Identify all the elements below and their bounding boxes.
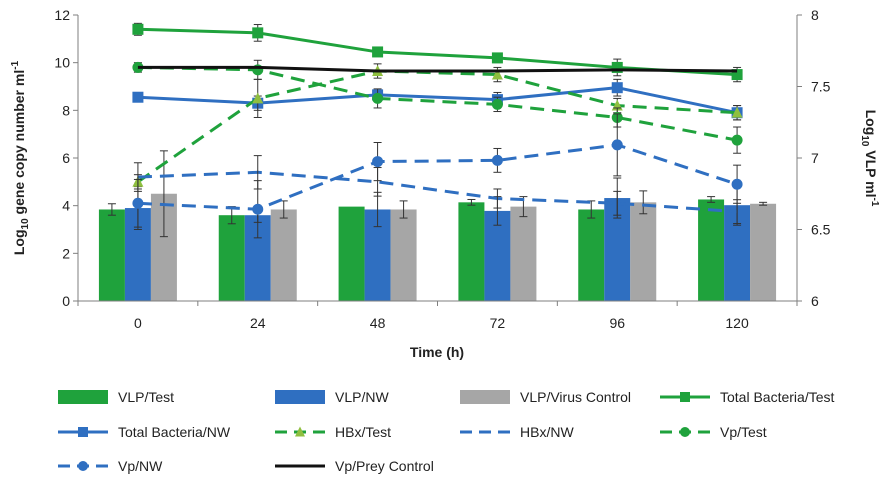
y-right-tick-label: 8 — [811, 7, 819, 23]
bar — [338, 206, 365, 301]
bar — [750, 203, 777, 301]
x-tick-label: 96 — [609, 315, 625, 331]
bar — [458, 202, 485, 301]
data-point — [132, 23, 144, 35]
data-point — [611, 61, 623, 73]
series-line — [137, 170, 738, 214]
legend-label: Total Bacteria/NW — [118, 424, 231, 440]
series-line — [137, 65, 738, 142]
x-tick-label: 120 — [725, 315, 749, 331]
bar — [390, 209, 417, 301]
legend-swatch-marker — [78, 461, 88, 471]
y-left-tick-label: 12 — [54, 7, 70, 23]
x-tick-label: 0 — [134, 315, 142, 331]
legend-swatch-bar — [58, 390, 108, 404]
y-right-tick-label: 7.5 — [811, 79, 831, 95]
y-left-tick-label: 10 — [54, 55, 70, 71]
legend-label: Total Bacteria/Test — [720, 389, 834, 405]
bar — [270, 209, 297, 301]
data-point — [491, 154, 503, 166]
data-point — [252, 92, 264, 104]
legend-label: HBx/Test — [335, 424, 391, 440]
series-line — [137, 69, 738, 184]
legend-swatch-marker — [78, 427, 88, 437]
data-point — [731, 134, 743, 146]
bar — [698, 199, 725, 301]
x-tick-label: 48 — [370, 315, 386, 331]
data-point — [372, 156, 384, 168]
legend-swatch-bar — [275, 390, 325, 404]
bar — [510, 206, 537, 301]
data-point — [491, 68, 503, 80]
data-point — [372, 92, 384, 104]
x-axis-title: Time (h) — [410, 344, 464, 360]
data-point — [611, 139, 623, 151]
y-right-tick-label: 6.5 — [811, 222, 831, 238]
series-line — [137, 65, 738, 73]
legend-swatch-marker — [295, 426, 305, 437]
y-left-tick-label: 8 — [62, 102, 70, 118]
legend-swatch-marker — [680, 427, 690, 437]
data-point — [611, 82, 623, 94]
x-tick-label: 72 — [490, 315, 506, 331]
bar — [484, 210, 511, 301]
data-point — [132, 91, 144, 103]
legend-label: Vp/Prey Control — [335, 458, 434, 474]
y-right-tick-label: 7 — [811, 150, 819, 166]
legend-label: Vp/NW — [118, 458, 163, 474]
legend-swatch-marker — [680, 392, 690, 402]
bar — [98, 209, 125, 301]
y-right-tick-label: 6 — [811, 293, 819, 309]
legend-swatch-bar — [460, 390, 510, 404]
y-axis-right-title: Log10 VLP ml-1 — [859, 110, 880, 207]
data-point — [132, 197, 144, 209]
bar — [578, 209, 605, 301]
bar — [630, 202, 657, 301]
data-point — [491, 52, 503, 64]
y-left-tick-label: 0 — [62, 293, 70, 309]
legend-label: VLP/Virus Control — [520, 389, 631, 405]
data-point — [731, 178, 743, 190]
y-axis-left-title: Log10 gene copy number ml-1 — [10, 60, 31, 255]
data-point — [252, 203, 264, 215]
x-tick-label: 24 — [250, 315, 266, 331]
data-point — [491, 98, 503, 110]
series-line — [137, 86, 738, 115]
legend-label: VLP/Test — [118, 389, 174, 405]
legend-label: VLP/NW — [335, 389, 389, 405]
legend-label: HBx/NW — [520, 424, 574, 440]
legend-label: Vp/Test — [720, 424, 767, 440]
data-point — [731, 69, 743, 81]
data-point — [731, 106, 743, 118]
y-left-tick-label: 4 — [62, 198, 70, 214]
y-left-tick-label: 2 — [62, 245, 70, 261]
y-left-tick-label: 6 — [62, 150, 70, 166]
bar — [218, 215, 245, 301]
series-line — [137, 143, 738, 211]
data-point — [372, 46, 384, 58]
legend: VLP/Test VLP/NW VLP/Virus Control Total Bac… — [58, 389, 834, 474]
data-point — [252, 27, 264, 39]
